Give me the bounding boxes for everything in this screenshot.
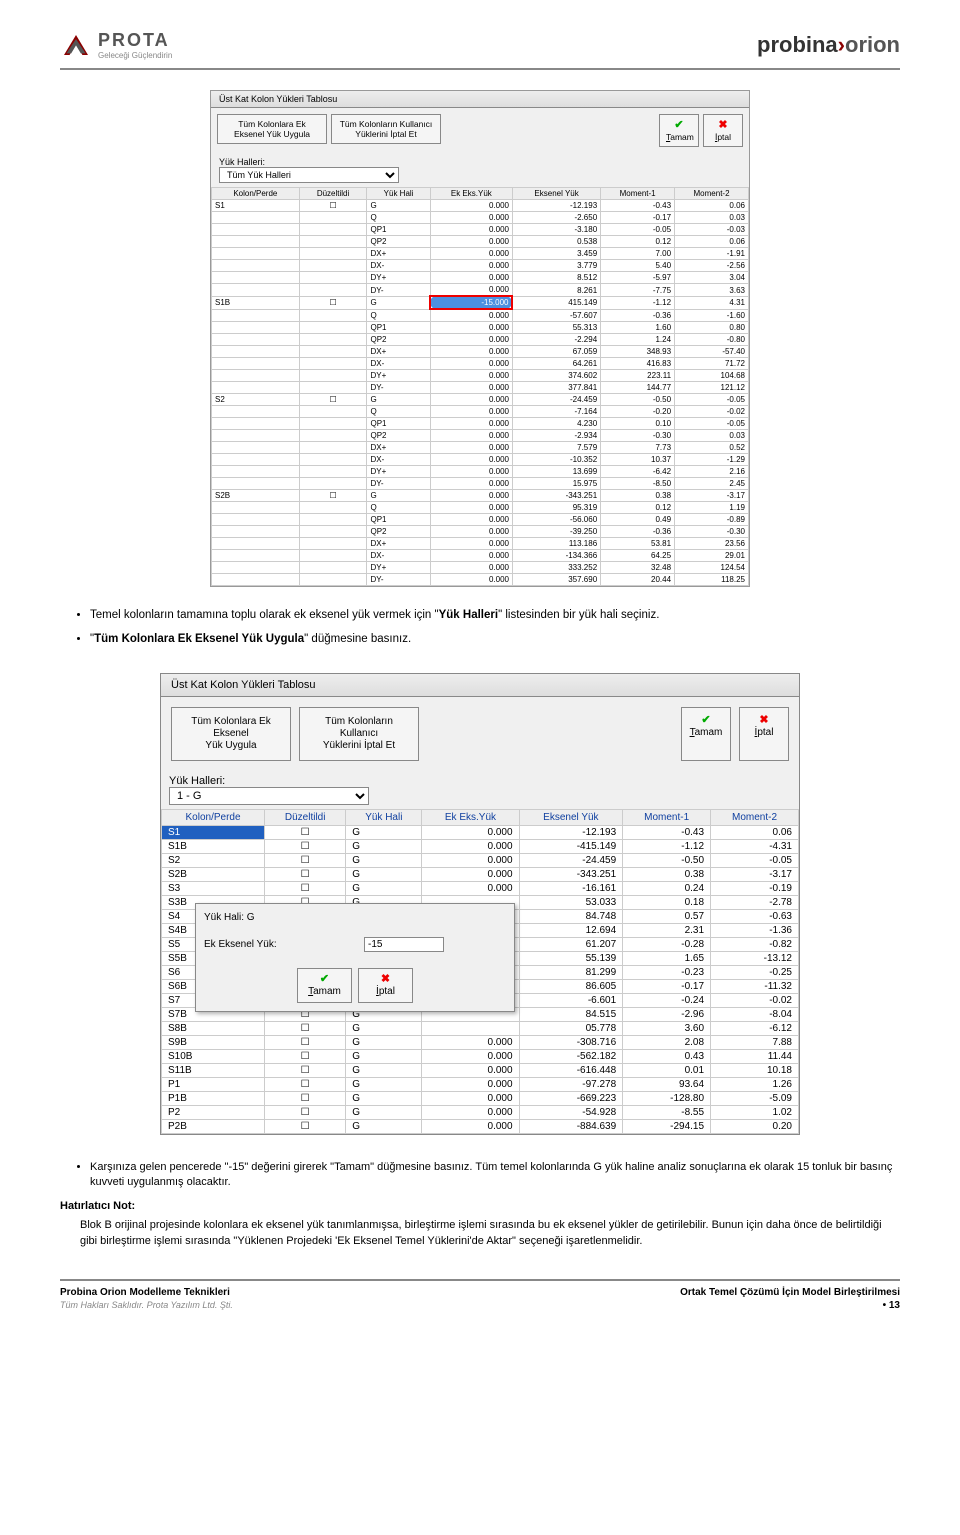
ok-button-2[interactable]: Tamam — [681, 707, 731, 761]
table-row[interactable]: P1B☐G0.000-669.223-128.80-5.09 — [162, 1091, 799, 1105]
screenshot-2: Üst Kat Kolon Yükleri Tablosu Tüm Kolonl… — [160, 673, 800, 1135]
cancel-button-2[interactable]: İptal — [739, 707, 789, 761]
table-row[interactable]: S11B☐G0.000-616.4480.0110.18 — [162, 1063, 799, 1077]
footer-left-sub: Tüm Hakları Saklıdır. Prota Yazılım Ltd.… — [60, 1300, 233, 1310]
page-footer: Probina Orion Modelleme Teknikleri Tüm H… — [60, 1279, 900, 1311]
bullet-2: "Tüm Kolonlara Ek Eksenel Yük Uygula" dü… — [90, 631, 900, 647]
window-title-2: Üst Kat Kolon Yükleri Tablosu — [161, 674, 799, 697]
x-icon — [363, 973, 408, 986]
table-row[interactable]: DX-0.0003.7795.40-2.56 — [212, 260, 749, 272]
table-row[interactable]: S2☐G0.000-24.459-0.50-0.05 — [162, 853, 799, 867]
footer-left-title: Probina Orion Modelleme Teknikleri — [60, 1287, 233, 1298]
filter-row: Yük Halleri: Tüm Yük Halleri — [211, 153, 749, 187]
check-icon — [686, 714, 726, 727]
page-number: • 13 — [680, 1300, 900, 1311]
cancel-button[interactable]: İptal — [703, 114, 743, 147]
table-row[interactable]: S1B☐G0.000-415.149-1.12-4.31 — [162, 839, 799, 853]
yukhalleri-label-2: Yük Halleri: — [169, 775, 225, 787]
apply-all-button[interactable]: Tüm Kolonlara Ek Eksenel Yük Uygula — [217, 114, 327, 144]
note-text: Blok B orijinal projesinde kolonlara ek … — [80, 1218, 900, 1249]
logo-right: probina›orion — [757, 32, 900, 58]
ok-button[interactable]: Tamam — [659, 114, 699, 147]
table-row[interactable]: S1B☐G-15.000415.149-1.124.31 — [212, 296, 749, 309]
table-row[interactable]: DX-0.000-134.36664.2529.01 — [212, 550, 749, 562]
table-row[interactable]: P1☐G0.000-97.27893.641.26 — [162, 1077, 799, 1091]
popup-label: Ek Eksenel Yük: — [204, 939, 304, 950]
x-icon — [710, 119, 736, 132]
bullet-1: Temel kolonların tamamına toplu olarak e… — [90, 607, 900, 623]
table-row[interactable]: DY-0.000357.69020.44118.25 — [212, 574, 749, 586]
popup-dialog: Yük Hali: G Ek Eksenel Yük: Tamam İptal — [195, 903, 515, 1012]
page-header: PROTA Geleceği Güçlendirin probina›orion — [60, 30, 900, 70]
instruction-list-2: Karşınıza gelen pencerede "-15" değerini… — [90, 1160, 900, 1191]
cancel-all-button-2[interactable]: Tüm Kolonların KullanıcıYüklerini İptal … — [299, 707, 419, 761]
table-row[interactable]: S9B☐G0.000-308.7162.087.88 — [162, 1035, 799, 1049]
popup-cancel-button[interactable]: İptal — [358, 968, 413, 1003]
table-row[interactable]: S2☐G0.000-24.459-0.50-0.05 — [212, 394, 749, 406]
table-row[interactable]: QP10.000-56.0600.49-0.89 — [212, 514, 749, 526]
table-row[interactable]: QP10.000-3.180-0.05-0.03 — [212, 224, 749, 236]
yukhalleri-label: Yük Halleri: — [219, 157, 265, 167]
table-row[interactable]: S1☐G0.000-12.193-0.430.06 — [212, 200, 749, 212]
table-row[interactable]: Q0.000-2.650-0.170.03 — [212, 212, 749, 224]
table-row[interactable]: P2B☐G0.000-884.639-294.150.20 — [162, 1119, 799, 1133]
note-label: Hatırlatıcı Not: — [60, 1200, 900, 1212]
screenshot-1: Üst Kat Kolon Yükleri Tablosu Tüm Kolonl… — [210, 90, 750, 587]
table-row[interactable]: S3☐G0.000-16.1610.24-0.19 — [162, 881, 799, 895]
table-row[interactable]: QP20.000-2.2941.24-0.80 — [212, 334, 749, 346]
logo-left: PROTA Geleceği Güçlendirin — [60, 30, 172, 60]
table-row[interactable]: S8B☐G05.7783.60-6.12 — [162, 1021, 799, 1035]
yukhalleri-select-2[interactable]: 1 - G — [169, 787, 369, 805]
popup-title: Yük Hali: G — [204, 912, 506, 923]
table-row[interactable]: DY+0.000333.25232.48124.54 — [212, 562, 749, 574]
table-row[interactable]: Q0.000-57.607-0.36-1.60 — [212, 309, 749, 322]
logo-left-text: PROTA — [98, 30, 170, 50]
table-row[interactable]: S10B☐G0.000-562.1820.4311.44 — [162, 1049, 799, 1063]
table-row[interactable]: S2B☐G0.000-343.2510.38-3.17 — [162, 867, 799, 881]
table-row[interactable]: DY+0.000374.602223.11104.68 — [212, 370, 749, 382]
yukhalleri-select[interactable]: Tüm Yük Halleri — [219, 167, 399, 183]
popup-ok-button[interactable]: Tamam — [297, 968, 352, 1003]
table-row[interactable]: DY+0.00013.699-6.422.16 — [212, 466, 749, 478]
table-row[interactable]: S2B☐G0.000-343.2510.38-3.17 — [212, 490, 749, 502]
table-row[interactable]: DX+0.0007.5797.730.52 — [212, 442, 749, 454]
bullet-3: Karşınıza gelen pencerede "-15" değerini… — [90, 1160, 900, 1191]
table-row[interactable]: DX+0.00067.059348.93-57.40 — [212, 346, 749, 358]
toolbar: Tüm Kolonlara Ek Eksenel Yük Uygula Tüm … — [211, 108, 749, 153]
table-row[interactable]: DY+0.0008.512-5.973.04 — [212, 272, 749, 284]
footer-right-title: Ortak Temel Çözümü İçin Model Birleştiri… — [680, 1287, 900, 1298]
table-row[interactable]: DY-0.000377.841144.77121.12 — [212, 382, 749, 394]
table-row[interactable]: DX+0.0003.4597.00-1.91 — [212, 248, 749, 260]
table-row[interactable]: QP20.000-2.934-0.300.03 — [212, 430, 749, 442]
table-row[interactable]: DY-0.00015.975-8.502.45 — [212, 478, 749, 490]
toolbar-2: Tüm Kolonlara Ek EksenelYük Uygula Tüm K… — [161, 697, 799, 771]
table-row[interactable]: S1☐G0.000-12.193-0.430.06 — [162, 825, 799, 839]
check-icon — [666, 119, 692, 132]
table-row[interactable]: Q0.000-7.164-0.20-0.02 — [212, 406, 749, 418]
window-title: Üst Kat Kolon Yükleri Tablosu — [211, 91, 749, 108]
table-row[interactable]: QP20.000-39.250-0.36-0.30 — [212, 526, 749, 538]
table-row[interactable]: DX+0.000113.18653.8123.56 — [212, 538, 749, 550]
logo-left-sub: Geleceği Güçlendirin — [98, 51, 172, 60]
table-row[interactable]: P2☐G0.000-54.928-8.551.02 — [162, 1105, 799, 1119]
loads-table-1: Kolon/PerdeDüzeltildiYük HaliEk Eks.YükE… — [211, 187, 749, 586]
popup-input[interactable] — [364, 937, 444, 952]
x-icon — [744, 714, 784, 727]
table-row[interactable]: DX-0.00064.261416.8371.72 — [212, 358, 749, 370]
check-icon — [302, 973, 347, 986]
table-row[interactable]: Q0.00095.3190.121.19 — [212, 502, 749, 514]
apply-all-button-2[interactable]: Tüm Kolonlara Ek EksenelYük Uygula — [171, 707, 291, 761]
cancel-all-button[interactable]: Tüm Kolonların Kullanıcı Yüklerini İptal… — [331, 114, 441, 144]
table-row[interactable]: QP10.0004.2300.10-0.05 — [212, 418, 749, 430]
prota-logo-icon — [60, 31, 92, 59]
table-row[interactable]: QP20.0000.5380.120.06 — [212, 236, 749, 248]
table-row[interactable]: DX-0.000-10.35210.37-1.29 — [212, 454, 749, 466]
table-row[interactable]: DY-0.0008.261-7.753.63 — [212, 284, 749, 297]
filter-row-2: Yük Halleri: 1 - G — [161, 771, 799, 809]
table-row[interactable]: QP10.00055.3131.600.80 — [212, 322, 749, 334]
instruction-list-1: Temel kolonların tamamına toplu olarak e… — [90, 607, 900, 647]
